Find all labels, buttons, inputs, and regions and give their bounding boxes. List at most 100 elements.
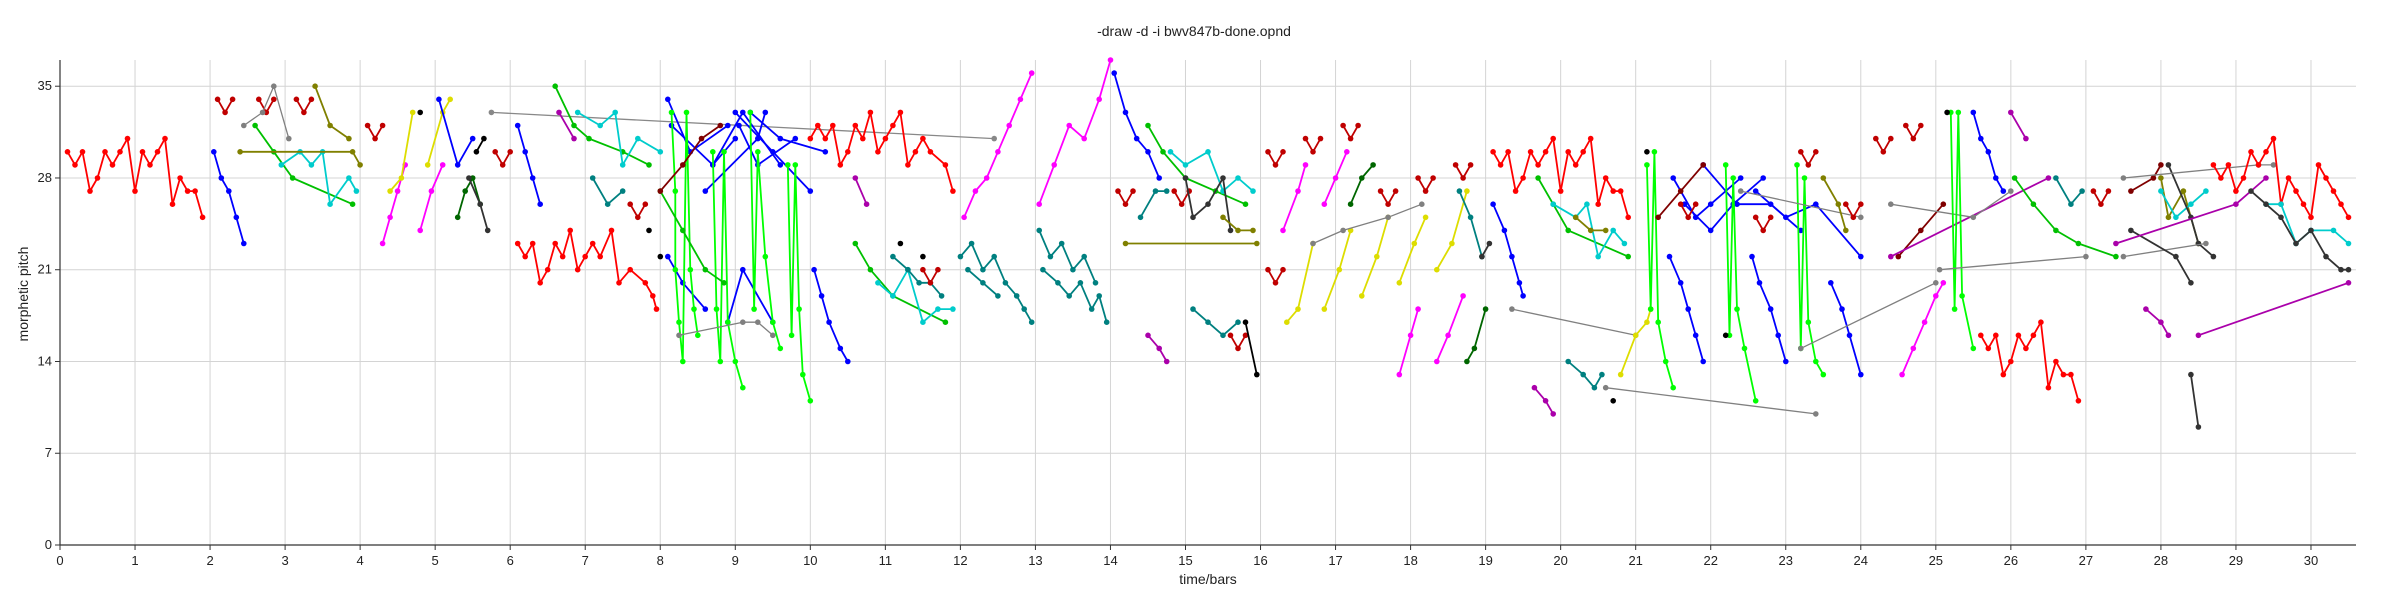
data-point [860, 135, 866, 142]
series-57 [965, 266, 1001, 299]
data-point [417, 109, 424, 116]
series-line [2167, 164, 2214, 258]
series-line [2198, 281, 2349, 337]
series-line [1683, 177, 1764, 232]
data-point [983, 175, 990, 181]
data-point [920, 135, 926, 142]
data-point [473, 149, 480, 155]
data-point [1801, 175, 1808, 181]
series-line [516, 125, 542, 205]
data-point [1888, 135, 1894, 142]
data-point [484, 227, 491, 234]
series-71 [1190, 306, 1241, 339]
data-point [1272, 162, 1279, 168]
series-4 [293, 96, 315, 116]
data-point [691, 306, 697, 312]
data-point [1415, 175, 1421, 181]
series-84 [1310, 201, 1425, 247]
data-point [968, 240, 975, 247]
data-point [1359, 293, 1365, 299]
data-point [1479, 253, 1485, 260]
series-41 [710, 149, 746, 391]
data-point [1310, 240, 1316, 247]
data-point [1813, 149, 1819, 155]
data-point [1752, 214, 1759, 221]
data-point [1644, 319, 1650, 326]
data-point [965, 266, 971, 273]
data-point [379, 122, 386, 129]
series-64 [1137, 188, 1170, 221]
data-point [650, 293, 656, 299]
data-point [1820, 175, 1827, 181]
data-point [349, 149, 356, 155]
data-point [1422, 188, 1429, 194]
data-point [1655, 319, 1661, 326]
series-98 [1490, 135, 1631, 221]
data-point [1858, 253, 1864, 260]
data-point [1805, 162, 1812, 168]
data-point [1021, 306, 1027, 312]
data-point [807, 135, 814, 142]
series-132 [1899, 280, 1947, 378]
data-point [1752, 398, 1759, 404]
x-tick-label: 16 [1253, 553, 1267, 568]
data-point [2233, 201, 2239, 207]
series-151 [2195, 280, 2352, 339]
data-point [1610, 188, 1616, 194]
data-point [346, 175, 352, 181]
data-point [214, 96, 221, 103]
data-point [1220, 214, 1226, 221]
data-point [1040, 266, 1046, 273]
data-point [199, 214, 206, 221]
data-point [1336, 266, 1343, 273]
data-point [2158, 319, 2164, 326]
series-155 [2248, 188, 2352, 273]
data-point [1557, 188, 1564, 194]
data-point [657, 188, 664, 194]
data-point [132, 188, 138, 194]
data-point [1572, 162, 1579, 168]
data-point [1951, 306, 1958, 312]
data-point [1077, 280, 1084, 286]
grid [59, 60, 2356, 546]
series-63 [1115, 188, 1136, 207]
series-76 [1265, 266, 1286, 286]
data-point [582, 253, 588, 260]
series-line [1800, 282, 1937, 349]
series-line [1511, 308, 1636, 336]
data-point [1933, 293, 1939, 299]
data-point [559, 253, 566, 260]
data-point [1081, 253, 1087, 260]
data-point [417, 227, 424, 234]
data-point [1895, 253, 1902, 260]
series-line [1646, 150, 1675, 388]
data-point [1602, 227, 1609, 234]
data-point [1903, 122, 1909, 129]
data-point [2083, 253, 2089, 260]
data-point [2195, 332, 2202, 339]
data-point [668, 109, 675, 116]
data-point [117, 149, 123, 155]
data-point [1295, 188, 1301, 194]
data-point [1846, 332, 1853, 339]
x-tick-label: 22 [1703, 553, 1717, 568]
series-45 [676, 319, 776, 339]
data-point [657, 149, 664, 155]
data-point [747, 109, 754, 116]
data-point [552, 83, 558, 89]
data-point [1700, 162, 1706, 168]
data-point [477, 201, 484, 207]
data-point [1036, 201, 1042, 207]
data-point [1392, 188, 1399, 194]
data-point [1178, 201, 1185, 207]
data-point [1843, 201, 1849, 207]
data-series [64, 57, 2352, 430]
data-point [1359, 175, 1365, 181]
data-point [1227, 332, 1234, 339]
data-point [1137, 214, 1144, 221]
data-point [327, 122, 333, 129]
x-tick-label: 1 [131, 553, 138, 568]
data-point [1482, 306, 1489, 312]
series-line [1567, 360, 1603, 389]
series-108 [1644, 149, 1650, 155]
